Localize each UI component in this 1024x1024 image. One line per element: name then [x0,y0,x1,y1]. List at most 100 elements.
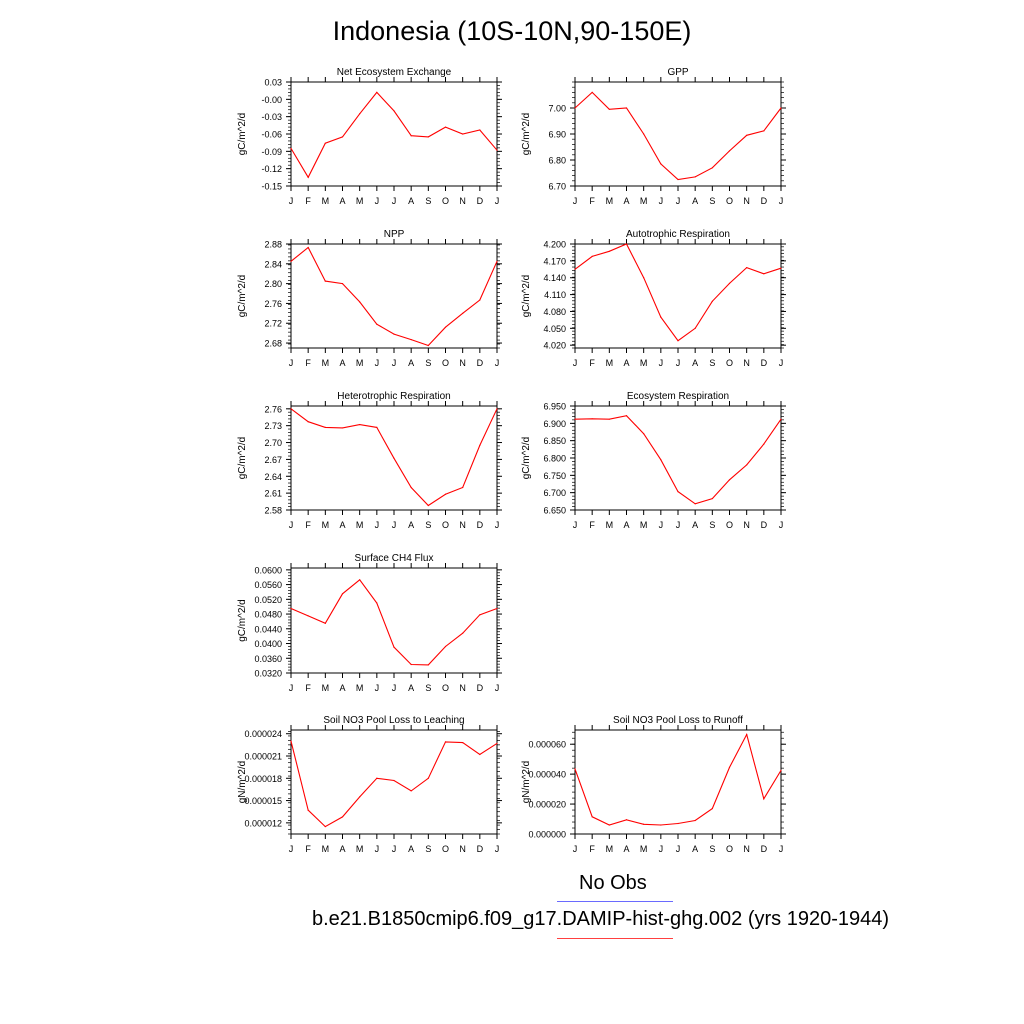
x-tick-label: A [408,196,414,206]
x-tick-label: J [573,358,578,368]
data-point [462,486,464,489]
data-point [444,741,447,743]
x-tick-label: N [743,196,750,206]
data-point [393,333,395,335]
data-point [711,167,713,169]
y-tick-label: 2.67 [264,455,282,465]
x-tick-label: D [761,358,768,368]
y-axis-label: gN/m^2/d [237,761,248,804]
y-tick-label: 0.000000 [528,830,566,840]
data-point [307,246,309,249]
x-tick-label: A [339,358,345,368]
plot-frame [290,243,498,349]
data-point [341,427,344,429]
x-tick-label: M [606,844,614,854]
data-point [376,323,378,325]
x-tick-label: J [392,358,397,368]
data-point [376,91,378,93]
x-tick-label: D [477,520,484,530]
y-axis-label: gC/m^2/d [521,437,532,480]
data-point [376,602,378,604]
data-point [410,486,412,489]
x-tick-label: D [761,844,768,854]
series-line [290,579,498,666]
x-tick-label: M [606,520,614,530]
x-tick-label: J [289,358,294,368]
data-point [410,663,412,666]
data-point [677,822,679,825]
x-tick-label: S [425,683,431,693]
series-line [290,408,498,507]
x-tick-label: J [495,844,500,854]
data-point [660,824,662,826]
x-tick-label: O [726,196,733,206]
chart-title: Net Ecosystem Exchange [337,67,452,78]
y-tick-label: 4.110 [544,290,566,300]
data-point [496,408,498,410]
data-point [496,607,498,610]
data-point [574,418,576,420]
y-tick-label: 0.000040 [528,770,566,780]
data-point [479,129,481,131]
y-tick-label: 7.00 [548,104,566,114]
data-point [780,107,782,109]
x-tick-label: S [425,520,431,530]
x-tick-label: D [477,358,484,368]
data-point [643,823,645,825]
x-tick-label: J [392,520,397,530]
data-point [763,443,765,445]
plot-frame [574,243,782,349]
data-point [427,344,429,347]
y-tick-label: 2.72 [264,319,282,329]
x-tick-label: D [477,196,484,206]
data-point [677,491,679,493]
data-point [393,110,395,112]
chart-title: Soil NO3 Pool Loss to Leaching [323,715,464,726]
x-tick-label: J [375,683,380,693]
y-tick-label: 4.200 [543,240,566,250]
x-tick-label: N [459,683,466,693]
data-point [746,134,748,136]
data-point [324,622,326,624]
x-tick-label: F [589,358,595,368]
y-tick-label: -0.00 [261,95,282,105]
x-tick-label: J [659,196,664,206]
data-point [625,243,628,245]
data-point [324,426,326,428]
x-tick-label: O [442,683,449,693]
x-tick-label: J [289,520,294,530]
chart-title: Autotrophic Respiration [626,229,730,240]
x-tick-label: N [743,520,750,530]
x-tick-label: A [408,358,414,368]
x-tick-label: J [573,844,578,854]
data-point [608,418,610,420]
data-point [711,497,713,500]
data-point [324,280,326,282]
x-tick-label: O [442,196,449,206]
series-line [574,415,782,505]
y-axis-label: gC/m^2/d [237,437,248,480]
data-point [324,825,326,828]
x-tick-label: J [392,196,397,206]
plot-frame [574,405,782,511]
data-point [591,816,593,818]
series-line [574,91,782,181]
y-tick-label: 0.03 [264,78,282,88]
data-point [359,796,361,798]
y-tick-label: 0.0480 [254,610,282,620]
data-point [496,149,498,151]
data-point [625,415,628,417]
x-tick-label: M [356,358,364,368]
x-tick-label: F [305,196,311,206]
x-tick-label: J [495,683,500,693]
data-point [746,733,748,736]
x-tick-label: M [640,196,648,206]
x-tick-label: J [659,520,664,530]
x-tick-label: M [640,844,648,854]
x-tick-label: A [339,683,345,693]
x-tick-label: J [779,196,784,206]
data-point [625,107,628,109]
data-point [496,742,498,744]
x-tick-label: J [573,196,578,206]
